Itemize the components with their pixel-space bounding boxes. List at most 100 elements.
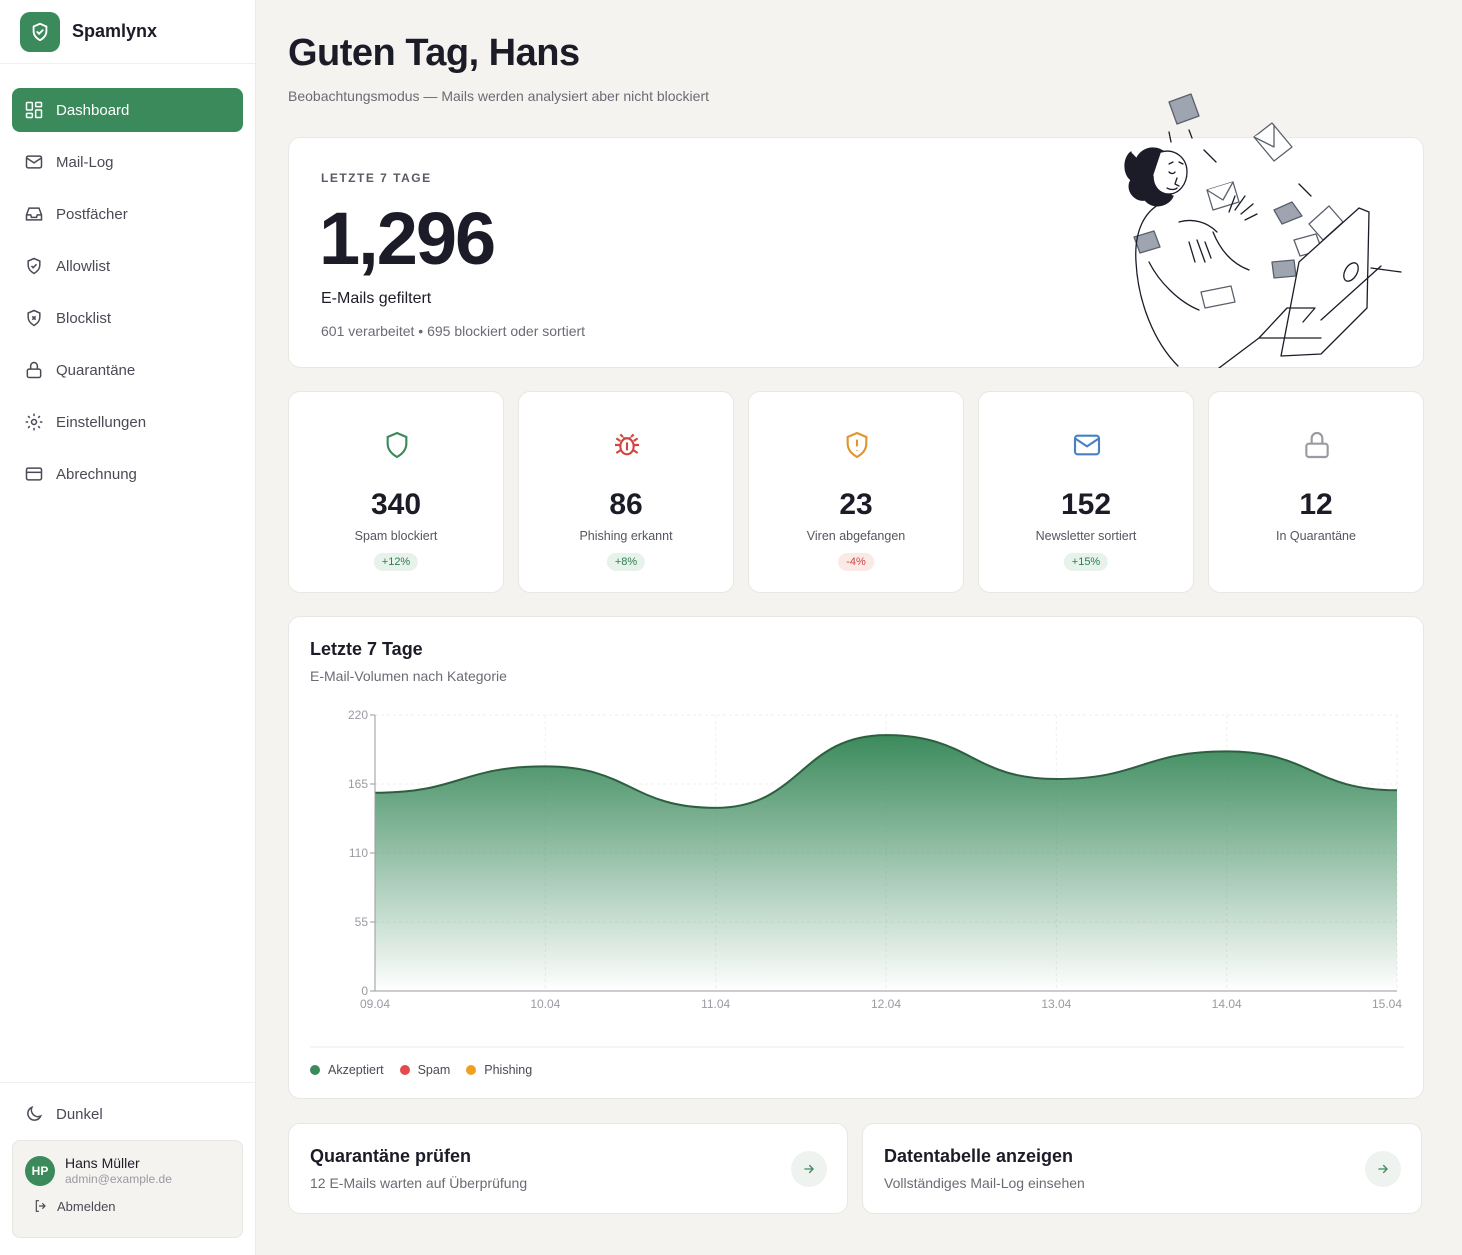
x-tick-label: 13.04 xyxy=(1041,997,1071,1011)
hero-caption: E-Mails gefiltert xyxy=(321,290,432,307)
sidebar-item-mail-log[interactable]: Mail-Log xyxy=(12,140,243,184)
arrow-right-icon xyxy=(804,1164,814,1174)
sidebar-footer: Dunkel HP Hans Müller admin@example.de A… xyxy=(0,1082,256,1238)
action-arrow-button[interactable] xyxy=(1365,1151,1401,1187)
action-subtitle: Vollständiges Mail-Log einsehen xyxy=(884,1175,1085,1191)
chart-subtitle: E-Mail-Volumen nach Kategorie xyxy=(310,668,507,684)
sidebar-item-postfaecher[interactable]: Postfächer xyxy=(12,192,243,236)
shield-x-icon xyxy=(27,309,41,327)
legend-dot xyxy=(310,1065,320,1075)
inbox-icon xyxy=(25,207,43,221)
shield-alert-icon xyxy=(846,431,868,459)
stat-card-viren[interactable]: 23 Viren abgefangen -4% xyxy=(748,391,964,593)
dashboard-icon xyxy=(25,101,43,119)
action-title: Datentabelle anzeigen xyxy=(884,1146,1074,1166)
hero-detail: 601 verarbeitet • 695 blockiert oder sor… xyxy=(321,323,586,339)
user-email: admin@example.de xyxy=(65,1172,172,1186)
sidebar-item-label: Allowlist xyxy=(56,257,111,275)
legend-dot xyxy=(466,1065,477,1075)
volume-area-chart: 0 55 110 165 220 09.04 10.04 11.04 12.04 13.04 14.… xyxy=(310,708,1404,1048)
sidebar-item-allowlist[interactable]: Allowlist xyxy=(12,244,243,288)
y-tick-label: 0 xyxy=(361,984,368,998)
stat-card-newsletter[interactable]: 152 Newsletter sortiert +15% xyxy=(978,391,1194,593)
stat-card-quarantaene[interactable]: 12 In Quarantäne xyxy=(1208,391,1424,593)
lock-icon xyxy=(1305,432,1329,459)
user-name: Hans Müller xyxy=(65,1155,140,1171)
logout-label: Abmelden xyxy=(57,1198,116,1214)
stat-label: Spam blockiert xyxy=(354,529,438,543)
hero-label: LETZTE 7 TAGE xyxy=(321,171,432,185)
action-title: Quarantäne prüfen xyxy=(310,1146,472,1166)
sidebar-nav: Dashboard Mail-Log Postfächer Allowlist … xyxy=(12,88,243,504)
hero-value: 1,296 xyxy=(319,197,496,280)
sidebar-item-blocklist[interactable]: Blocklist xyxy=(12,296,243,340)
shield-check-icon xyxy=(27,257,41,275)
overwhelmed-person-illustration xyxy=(1124,93,1402,368)
stat-value: 152 xyxy=(1060,488,1112,521)
x-tick-label: 12.04 xyxy=(871,997,901,1011)
action-arrow-button[interactable] xyxy=(791,1151,827,1187)
stat-card-spam[interactable]: 340 Spam blockiert +12% xyxy=(288,391,504,593)
legend-label: Phishing xyxy=(484,1063,533,1077)
y-tick-label: 110 xyxy=(349,846,368,860)
page-title: Guten Tag, Hans xyxy=(288,32,580,74)
sidebar-item-label: Mail-Log xyxy=(56,153,114,171)
avatar: HP xyxy=(25,1155,55,1186)
arrow-right-icon xyxy=(1378,1164,1388,1174)
stat-value: 12 xyxy=(1299,488,1333,521)
bug-icon xyxy=(615,433,639,456)
stat-change-badge: +12% xyxy=(373,553,419,571)
stat-value: 23 xyxy=(839,488,873,521)
mail-icon xyxy=(25,155,43,169)
y-tick-label: 165 xyxy=(348,777,368,791)
hero-card: LETZTE 7 TAGE 1,296 E-Mails gefiltert 60… xyxy=(288,93,1424,368)
stat-label: Newsletter sortiert xyxy=(1035,529,1137,543)
sidebar-item-label: Einstellungen xyxy=(56,413,147,431)
legend-label: Akzeptiert xyxy=(328,1063,384,1077)
page-subtitle: Beobachtungsmodus — Mails werden analysi… xyxy=(288,88,709,104)
credit-card-icon xyxy=(25,467,43,481)
legend-item-akzeptiert[interactable]: Akzeptiert xyxy=(310,1063,384,1077)
logout-button[interactable]: Abmelden xyxy=(33,1198,230,1214)
sidebar-item-abrechnung[interactable]: Abrechnung xyxy=(12,452,243,496)
chart-legend: Akzeptiert Spam Phishing xyxy=(310,1063,548,1077)
series-line-akzeptiert xyxy=(374,734,1398,809)
gear-icon xyxy=(25,413,43,431)
brand[interactable]: Spamlynx xyxy=(0,0,255,64)
chart-title: Letzte 7 Tage xyxy=(310,639,423,659)
logout-icon xyxy=(35,1200,46,1212)
stat-label: Viren abgefangen xyxy=(806,529,906,543)
stat-change-badge: +8% xyxy=(606,553,646,571)
stat-change-badge: +15% xyxy=(1063,553,1109,571)
action-card-datentabelle[interactable]: Datentabelle anzeigen Vollständiges Mail… xyxy=(862,1123,1422,1214)
legend-item-phishing[interactable]: Phishing xyxy=(466,1063,532,1077)
y-tick-label: 220 xyxy=(348,708,368,722)
sidebar-item-einstellungen[interactable]: Einstellungen xyxy=(12,400,243,444)
action-card-quarantaene[interactable]: Quarantäne prüfen 12 E-Mails warten auf … xyxy=(288,1123,848,1214)
dark-mode-toggle[interactable]: Dunkel xyxy=(0,1083,256,1145)
stat-label: Phishing erkannt xyxy=(579,529,673,543)
sidebar-item-label: Blocklist xyxy=(56,309,112,327)
sidebar-item-dashboard[interactable]: Dashboard xyxy=(12,88,243,132)
sidebar-item-label: Postfächer xyxy=(56,205,128,223)
legend-item-spam[interactable]: Spam xyxy=(399,1063,451,1077)
x-tick-label: 10.04 xyxy=(530,997,560,1011)
stat-label: In Quarantäne xyxy=(1276,529,1356,543)
sidebar-item-label: Abrechnung xyxy=(56,465,137,483)
legend-label: Spam xyxy=(417,1063,451,1077)
lock-icon xyxy=(26,361,42,379)
sidebar-item-quarantaene[interactable]: Quarantäne xyxy=(12,348,243,392)
x-tick-label: 09.04 xyxy=(360,997,390,1011)
shield-icon xyxy=(386,431,408,459)
shield-logo-icon xyxy=(20,11,60,52)
sidebar-item-label: Dashboard xyxy=(56,101,130,119)
x-tick-label: 11.04 xyxy=(701,997,730,1011)
stat-value: 340 xyxy=(370,488,422,521)
y-tick-label: 55 xyxy=(355,915,369,929)
action-subtitle: 12 E-Mails warten auf Überprüfung xyxy=(310,1175,528,1191)
x-tick-label: 15.04 xyxy=(1372,997,1402,1011)
brand-name: Spamlynx xyxy=(72,21,158,41)
stat-value: 86 xyxy=(609,488,643,521)
envelope-icon xyxy=(1073,434,1101,456)
stat-card-phishing[interactable]: 86 Phishing erkannt +8% xyxy=(518,391,734,593)
